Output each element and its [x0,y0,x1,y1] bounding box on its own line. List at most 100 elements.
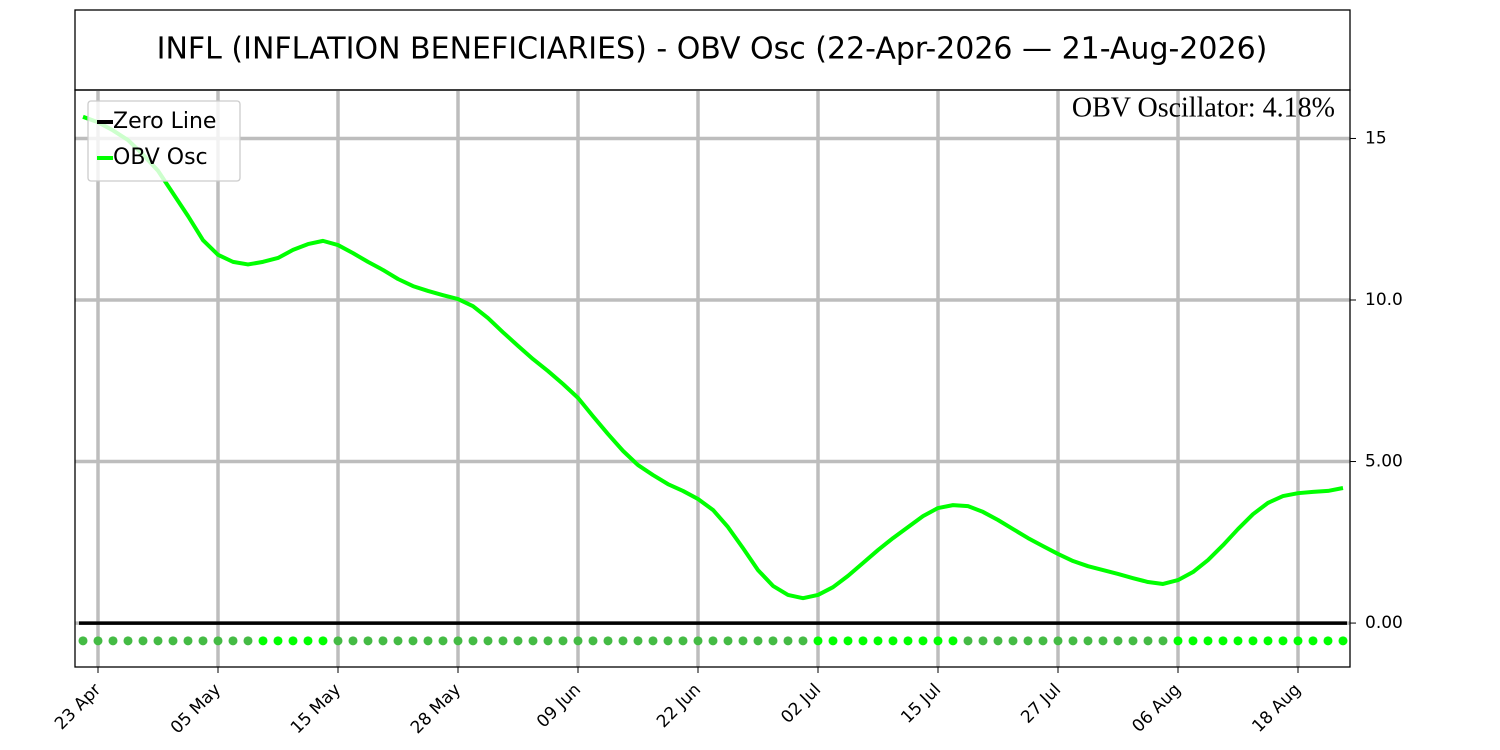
series-line [82,114,1344,601]
signal-dot [753,636,763,646]
signal-dot [558,636,568,646]
signal-dot [1158,636,1168,646]
signal-dot [528,636,538,646]
x-tick-label: 05 May [167,680,225,738]
signal-dot [183,636,193,646]
signal-dot [1008,636,1018,646]
signal-dot [453,636,463,646]
signal-dot [123,636,133,646]
signal-dot [1038,636,1048,646]
signal-dot [348,636,358,646]
x-tick-label: 18 Aug [1248,680,1305,737]
signal-dot [1083,636,1093,646]
y-tick-label: 5.00 [1365,452,1403,472]
chart-title: INFL (INFLATION BENEFICIARIES) - OBV Osc… [157,32,1268,67]
y-tick-label: 10.0 [1365,290,1403,310]
annotation: OBV Oscillator: 4.18% [1072,92,1335,123]
signal-dot [1188,636,1198,646]
signal-dot [108,636,118,646]
signal-dot [213,636,223,646]
signal-dot [1233,636,1243,646]
signal-dot [1053,636,1063,646]
signal-dot [1263,636,1273,646]
signal-dot [1143,636,1153,646]
signal-dot [1023,636,1033,646]
signal-dot [1338,636,1348,646]
signal-dot [1218,636,1228,646]
y-tick-label: 0.00 [1365,613,1403,633]
signal-dot [648,636,658,646]
signal-dot [1203,636,1213,646]
signal-dot [738,636,748,646]
signal-dot [438,636,448,646]
signal-dot [588,636,598,646]
legend-box [87,100,241,182]
signal-dot [408,636,418,646]
signal-dot [693,636,703,646]
signal-dot [498,636,508,646]
x-tick-label: 27 Jul [1017,680,1065,728]
plot-frame [74,89,1351,668]
legend-label: OBV Osc [113,145,208,170]
signal-dot [423,636,433,646]
signal-dot [828,636,838,646]
signal-dot [168,636,178,646]
signal-dot [543,636,553,646]
signal-dot [918,636,928,646]
signal-dot [993,636,1003,646]
signal-dot [1323,636,1333,646]
signal-dot [288,636,298,646]
signal-dot [933,636,943,646]
signal-dot [333,636,343,646]
signal-dot [228,636,238,646]
signal-dot [1248,636,1258,646]
x-tick-label: 02 Jul [777,680,825,728]
signal-dot [618,636,628,646]
signal-dot [138,636,148,646]
legend-label: Zero Line [113,109,216,134]
signal-dot [798,636,808,646]
signal-dot [243,636,253,646]
signal-dot [198,636,208,646]
signal-dot [1128,636,1138,646]
signal-dot [858,636,868,646]
signal-dot [1113,636,1123,646]
signal-dot [1173,636,1183,646]
signal-dot [93,636,103,646]
signal-dot [978,636,988,646]
signal-dot [663,636,673,646]
x-tick-label: 23 Apr [51,680,105,734]
signal-dot [318,636,328,646]
signal-dot [378,636,388,646]
signal-dot [963,636,973,646]
title-box [74,9,1351,91]
signal-dot [768,636,778,646]
x-tick-label: 06 Aug [1128,680,1185,737]
signal-dot [1098,636,1108,646]
signal-dot [468,636,478,646]
signal-dot [273,636,283,646]
x-tick-label: 28 May [407,680,465,738]
signal-dot [78,636,88,646]
signal-dot [873,636,883,646]
y-tick-label: 15 [1365,128,1387,148]
x-tick-label: 09 Jun [533,680,585,732]
signal-dot [513,636,523,646]
signal-dot [678,636,688,646]
signal-dot [258,636,268,646]
signal-dot [1068,636,1078,646]
signal-dot [723,636,733,646]
signal-dot [483,636,493,646]
signal-dot [888,636,898,646]
signal-dot [813,636,823,646]
x-tick-label: 15 Jul [897,680,945,728]
signal-dot [393,636,403,646]
signal-dot [153,636,163,646]
signal-dot [303,636,313,646]
x-tick-label: 15 May [287,680,345,738]
signal-dot [843,636,853,646]
signal-dot [573,636,583,646]
signal-dot [783,636,793,646]
signal-dot [1293,636,1303,646]
